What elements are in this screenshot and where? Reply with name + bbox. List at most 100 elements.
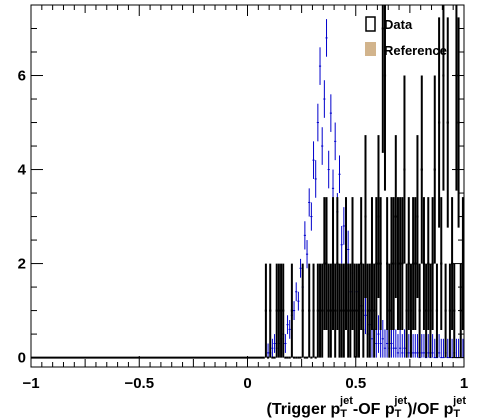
data-point [440, 197, 443, 331]
data-point [275, 263, 278, 358]
legend-reference-label: Reference [384, 43, 447, 58]
reference-point [438, 334, 441, 358]
reference-point [364, 296, 367, 335]
legend-reference-swatch [365, 42, 376, 56]
reference-point [420, 334, 423, 358]
data-point [360, 197, 363, 331]
reference-point [338, 155, 341, 194]
y-tick-label: 2 [18, 256, 26, 273]
reference-point [399, 329, 402, 358]
y-tick-label: 4 [18, 162, 27, 179]
reference-point [308, 188, 311, 217]
axis-layer: −1 −0.5 0 0.5 1 0 2 4 6 [18, 5, 468, 392]
data-point [370, 197, 374, 331]
data-point [357, 263, 361, 358]
data-point [455, 5, 458, 191]
data-point [321, 263, 324, 358]
data-point [312, 263, 315, 358]
data-point [331, 197, 335, 331]
data-point [364, 135, 367, 298]
reference-point [327, 150, 330, 189]
reference-point [292, 301, 296, 320]
data-point [349, 263, 352, 358]
data-point [351, 197, 354, 331]
data-point [353, 263, 356, 358]
x-tick-label: −1 [22, 375, 39, 392]
reference-point [266, 343, 270, 358]
reference-point [422, 334, 426, 358]
data-point [362, 263, 365, 358]
data-point [355, 263, 358, 358]
data-point [418, 263, 421, 358]
data-point [403, 75, 406, 264]
data-point [325, 197, 328, 331]
data-point [323, 197, 326, 331]
y-tick-label: 6 [18, 68, 26, 85]
reference-point [451, 338, 454, 359]
reference-point [390, 324, 393, 358]
data-point [416, 135, 419, 298]
reference-point [377, 315, 380, 353]
reference-point [316, 103, 319, 142]
reference-point [318, 47, 322, 85]
data-point [429, 263, 432, 358]
data-point [394, 135, 397, 298]
reference-point [379, 324, 382, 358]
data-point [373, 263, 376, 358]
reference-point [396, 334, 400, 358]
data-point [453, 263, 456, 358]
legend-data-label: Data [384, 17, 413, 32]
reference-point [325, 19, 328, 57]
data-point [444, 263, 447, 358]
data-point [282, 263, 285, 358]
reference-point [288, 319, 291, 339]
data-point [327, 263, 330, 358]
data-point [414, 197, 417, 331]
reference-point [403, 329, 406, 358]
data-point [401, 197, 404, 331]
data-point [420, 75, 423, 264]
data-point [409, 263, 413, 358]
data-point [336, 197, 339, 331]
y-tick-label: 0 [18, 350, 26, 367]
reference-point [347, 230, 350, 269]
reference-point [284, 334, 287, 353]
data-point [392, 197, 395, 331]
reference-point [457, 338, 460, 359]
data-point [277, 263, 280, 358]
reference-point [386, 324, 389, 358]
data-point [318, 263, 322, 358]
data-point [375, 197, 378, 331]
x-tick-label: 0.5 [345, 375, 366, 392]
reference-point [414, 334, 417, 358]
legend-data-swatch [365, 16, 376, 32]
data-point [279, 263, 283, 358]
reference-point [407, 334, 410, 358]
reference-point [323, 80, 326, 118]
reference-point [312, 141, 315, 179]
reference-point [334, 122, 337, 161]
data-point [442, 5, 445, 191]
data-point [396, 197, 400, 331]
data-point [386, 197, 389, 331]
reference-point [314, 160, 317, 198]
data-point [264, 263, 267, 358]
reference-point [440, 338, 443, 359]
data-point [316, 263, 319, 358]
data-point [433, 75, 436, 264]
legend: Data Reference [365, 16, 447, 58]
plot-frame [30, 4, 465, 368]
data-point [399, 197, 402, 331]
reference-point [273, 334, 276, 353]
data-point [308, 263, 311, 358]
data-point [407, 197, 410, 331]
reference-point [310, 202, 313, 231]
reference-point [295, 282, 298, 302]
data-point [405, 263, 408, 358]
reference-point [427, 334, 430, 358]
data-point [435, 263, 439, 358]
data-point [383, 5, 387, 191]
reference-point [305, 240, 309, 269]
data-point [340, 263, 343, 358]
data-point [425, 263, 428, 358]
